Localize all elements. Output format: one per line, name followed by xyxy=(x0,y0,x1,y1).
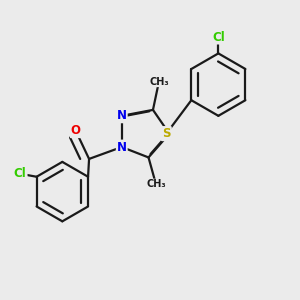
Text: CH₃: CH₃ xyxy=(146,179,166,189)
Text: S: S xyxy=(162,127,171,140)
Text: Cl: Cl xyxy=(212,31,225,44)
Text: N: N xyxy=(117,140,127,154)
Text: N: N xyxy=(117,109,127,122)
Text: S: S xyxy=(162,127,171,140)
Text: O: O xyxy=(71,124,81,137)
Text: CH₃: CH₃ xyxy=(149,76,169,87)
Text: Cl: Cl xyxy=(14,167,27,180)
